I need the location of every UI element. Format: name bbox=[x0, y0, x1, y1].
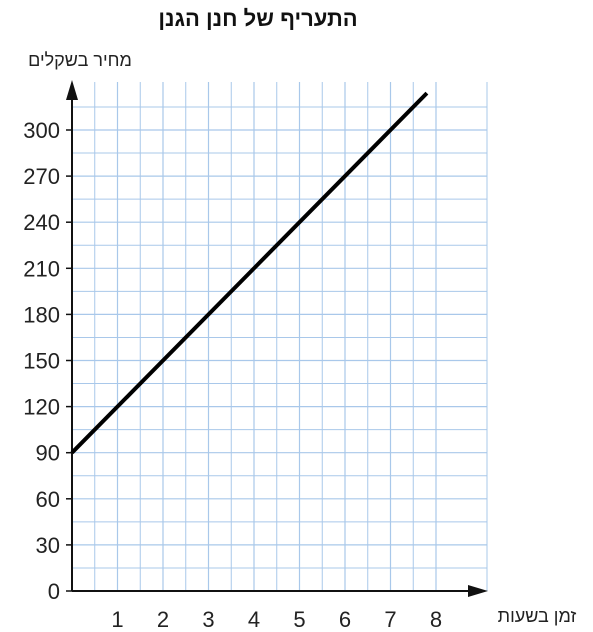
y-axis-label: מחיר בשקלים bbox=[28, 50, 132, 70]
x-tick-label: 1 bbox=[111, 607, 123, 632]
series-group bbox=[70, 91, 429, 455]
y-tick-labels: 0 30 60 90 120 150 180 210 240 270 300 bbox=[23, 118, 72, 604]
y-tick-label: 30 bbox=[36, 533, 60, 558]
axes bbox=[66, 80, 488, 597]
x-tick-label: 6 bbox=[339, 607, 351, 632]
x-tick-label: 4 bbox=[248, 607, 260, 632]
x-tick-label: 2 bbox=[157, 607, 169, 632]
x-tick-label: 3 bbox=[202, 607, 214, 632]
y-tick-label: 300 bbox=[23, 118, 60, 143]
y-tick-label: 210 bbox=[23, 256, 60, 281]
chart-title: התעריף של חנן הגנן bbox=[158, 6, 357, 31]
y-tick-label: 240 bbox=[23, 210, 60, 235]
y-tick-label: 60 bbox=[36, 487, 60, 512]
y-tick-label: 0 bbox=[48, 579, 60, 604]
x-axis-arrow bbox=[468, 585, 488, 597]
x-tick-labels: 1 2 3 4 5 6 7 8 bbox=[111, 607, 442, 632]
y-tick-label: 120 bbox=[23, 395, 60, 420]
y-tick-label: 180 bbox=[23, 302, 60, 327]
y-tick-label: 270 bbox=[23, 164, 60, 189]
y-tick-label: 90 bbox=[36, 441, 60, 466]
x-tick-label: 8 bbox=[430, 607, 442, 632]
y-tick-label: 150 bbox=[23, 349, 60, 374]
x-axis-label: זמן בשעות bbox=[498, 606, 577, 626]
series-line bbox=[70, 91, 429, 455]
grid bbox=[72, 82, 488, 591]
y-axis-arrow bbox=[66, 80, 78, 100]
x-tick-label: 7 bbox=[384, 607, 396, 632]
x-tick-label: 5 bbox=[293, 607, 305, 632]
